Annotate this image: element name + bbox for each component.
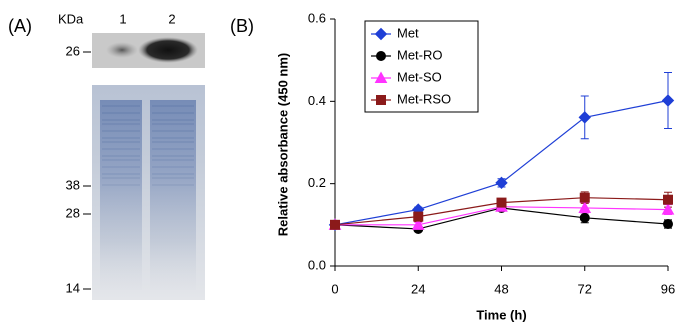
x-tick-label: 24: [411, 281, 425, 296]
gel-band: [152, 112, 194, 114]
point: [497, 198, 506, 207]
gel-band: [152, 123, 194, 125]
gel-band: [102, 119, 140, 121]
gel-band: [152, 166, 194, 168]
legend-marker: [377, 96, 386, 105]
y-axis-label: Relative absorbance (450 nm): [275, 53, 290, 237]
x-tick-label: 0: [331, 281, 338, 296]
y-tick-label: 0.4: [308, 93, 326, 108]
lane-label: 2: [168, 11, 175, 26]
x-tick-label: 72: [578, 281, 592, 296]
gel-band: [102, 173, 140, 175]
gel-band: [152, 184, 194, 186]
gel-band: [152, 155, 194, 157]
blot-band: [106, 42, 138, 58]
gel-band: [102, 105, 140, 107]
x-axis-label: Time (h): [476, 307, 526, 322]
gel-band: [102, 166, 140, 168]
marker-label: 38: [66, 177, 80, 192]
gel-band: [102, 137, 140, 139]
gel-band: [152, 177, 194, 179]
point: [414, 212, 423, 221]
y-tick-label: 0.6: [308, 10, 326, 25]
point: [664, 195, 673, 204]
legend-label: Met-RSO: [397, 91, 451, 106]
gel-band: [152, 173, 194, 175]
figure: (A) KDa 1 2 (B) 0.0 0.2 0.4 0.6 0 24 48 72 96 Tim…: [0, 0, 681, 327]
blot-band: [138, 37, 198, 63]
point: [579, 112, 590, 123]
y-tick-label: 0.0: [308, 257, 326, 272]
x-tick-label: 48: [494, 281, 508, 296]
gel-band: [102, 155, 140, 157]
point: [663, 95, 674, 106]
gel-band: [102, 141, 140, 143]
gel-band: [102, 112, 140, 114]
panel-label: (B): [230, 16, 254, 36]
gel-band: [102, 123, 140, 125]
gel-lane: [150, 100, 196, 290]
marker-label: 14: [66, 280, 80, 295]
legend-label: Met-RO: [397, 47, 443, 62]
gel-lane: [100, 100, 142, 290]
gel-band: [152, 159, 194, 161]
panel-label: (A): [8, 16, 32, 36]
legend-label: Met-SO: [397, 69, 442, 84]
gel-band: [102, 130, 140, 132]
lane-label: 1: [119, 11, 126, 26]
point: [580, 213, 589, 222]
marker-label: 28: [66, 205, 80, 220]
gel-band: [152, 105, 194, 107]
gel-band: [102, 184, 140, 186]
gel-band: [152, 130, 194, 132]
gel-band: [152, 137, 194, 139]
gel-band: [152, 141, 194, 143]
gel-band: [102, 148, 140, 150]
point: [331, 220, 340, 229]
y-tick-label: 0.2: [308, 175, 326, 190]
legend-label: Met: [397, 25, 419, 40]
gel-band: [102, 159, 140, 161]
panel-b: (B) 0.0 0.2 0.4 0.6 0 24 48 72 96 Time (h) Relativ…: [230, 10, 675, 322]
gel-band: [102, 177, 140, 179]
x-tick-label: 96: [661, 281, 675, 296]
unit-label: KDa: [58, 11, 84, 26]
point: [664, 220, 673, 229]
gel-band: [152, 119, 194, 121]
point: [580, 193, 589, 202]
marker-label: 26: [66, 43, 80, 58]
panel-a: (A) KDa 1 2: [8, 11, 205, 300]
legend-marker: [377, 52, 386, 61]
gel-band: [152, 148, 194, 150]
